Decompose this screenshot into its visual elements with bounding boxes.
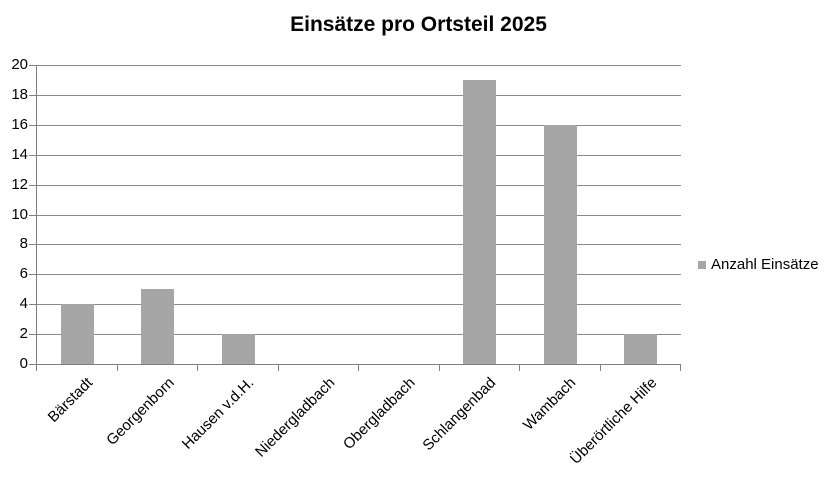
- y-axis-label: 16: [11, 116, 28, 133]
- gridline: [37, 65, 681, 66]
- x-axis-label: Wambach: [519, 374, 580, 434]
- y-axis-tick: [29, 155, 37, 156]
- y-axis-tick: [29, 185, 37, 186]
- y-axis-label: 0: [19, 355, 28, 372]
- gridline: [37, 155, 681, 156]
- y-axis-tick: [29, 244, 37, 245]
- gridline: [37, 215, 681, 216]
- bar--ber-rtliche-hilfe: [624, 334, 657, 364]
- y-axis-label: 18: [11, 86, 28, 103]
- y-axis-tick: [29, 364, 37, 365]
- x-axis-label: Überörtliche Hilfe: [566, 374, 661, 468]
- y-axis-label: 12: [11, 176, 28, 193]
- x-axis-tick: [439, 365, 440, 371]
- y-axis-tick: [29, 274, 37, 275]
- y-axis-label: 6: [19, 265, 28, 282]
- gridline: [37, 95, 681, 96]
- y-axis-label: 8: [19, 235, 28, 252]
- x-axis-label: Hausen v.d.H.: [178, 374, 258, 453]
- y-axis-tick: [29, 215, 37, 216]
- x-axis-label: Schlangenbad: [419, 374, 500, 455]
- x-axis-label: Bärstadt: [44, 374, 97, 426]
- x-axis-tick: [278, 365, 279, 371]
- gridline: [37, 244, 681, 245]
- gridline: [37, 274, 681, 275]
- gridline: [37, 334, 681, 335]
- x-axis-tick: [519, 365, 520, 371]
- x-axis-label: Niedergladbach: [251, 374, 339, 461]
- y-axis-line: [36, 65, 37, 365]
- legend: Anzahl Einsätze: [698, 257, 819, 273]
- y-axis-label: 14: [11, 146, 28, 163]
- bar-wambach: [544, 125, 577, 364]
- x-axis-tick: [197, 365, 198, 371]
- x-axis-tick: [600, 365, 601, 371]
- gridline: [37, 185, 681, 186]
- x-axis-tick: [36, 365, 37, 371]
- bar-b-rstadt: [61, 304, 94, 364]
- y-axis-tick: [29, 125, 37, 126]
- legend-label: Anzahl Einsätze: [711, 256, 819, 273]
- chart-title: Einsätze pro Ortsteil 2025: [290, 13, 547, 36]
- bar-schlangenbad: [463, 80, 496, 364]
- y-axis-label: 10: [11, 206, 28, 223]
- y-axis-label: 2: [19, 325, 28, 342]
- bar-georgenborn: [141, 289, 174, 364]
- x-axis-tick: [117, 365, 118, 371]
- x-axis-tick: [358, 365, 359, 371]
- y-axis-tick: [29, 95, 37, 96]
- x-axis-label: Georgenborn: [102, 374, 178, 449]
- x-axis-tick: [680, 365, 681, 371]
- bar-hausen-v-d-h-: [222, 334, 255, 364]
- y-axis-tick: [29, 304, 37, 305]
- x-axis-label: Obergladbach: [339, 374, 419, 453]
- y-axis-label: 20: [11, 56, 28, 73]
- y-axis-tick: [29, 65, 37, 66]
- gridline: [37, 125, 681, 126]
- y-axis-label: 4: [19, 295, 28, 312]
- y-axis-tick: [29, 334, 37, 335]
- legend-swatch-icon: [698, 261, 706, 269]
- x-axis-line: [36, 364, 681, 365]
- gridline: [37, 304, 681, 305]
